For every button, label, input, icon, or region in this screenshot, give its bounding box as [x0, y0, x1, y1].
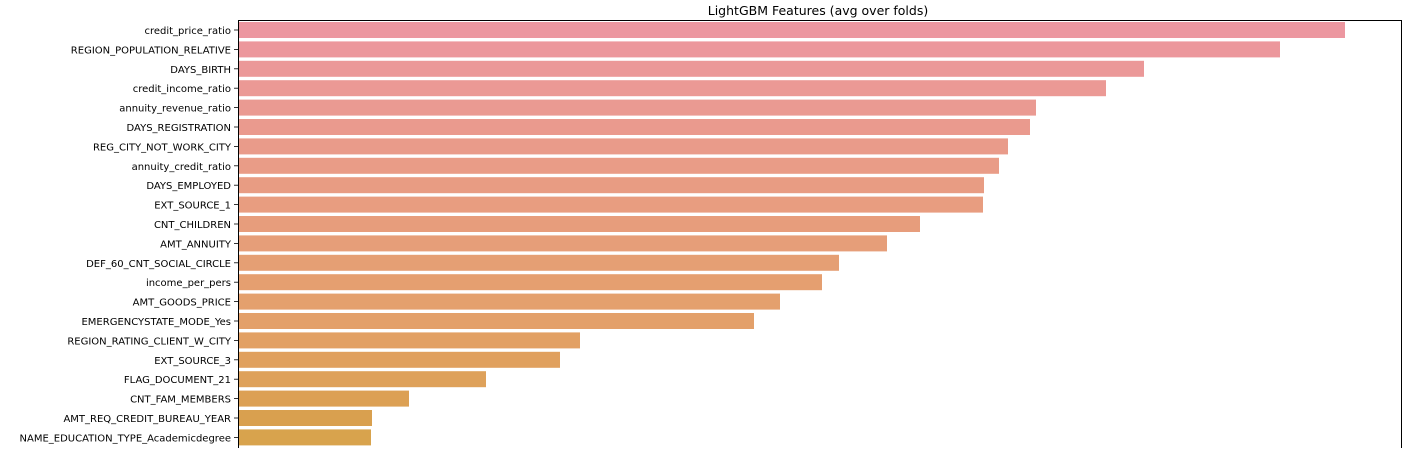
- bar-credit-income-ratio: [239, 80, 1106, 97]
- y-tick-label: NAME_EDUCATION_TYPE_Academicdegree: [20, 433, 231, 444]
- y-tick-label: AMT_ANNUITY: [160, 239, 232, 250]
- y-tick-label: CNT_CHILDREN: [154, 220, 231, 231]
- y-tick-label: income_per_pers: [146, 278, 231, 289]
- bar-ext-source-3: [239, 351, 560, 368]
- bar-region-population-relative: [239, 41, 1280, 58]
- bar-credit-price-ratio: [239, 22, 1345, 38]
- y-tick-label: REGION_POPULATION_RELATIVE: [71, 45, 231, 56]
- bars-layer: [239, 22, 1345, 446]
- chart-title: LightGBM Features (avg over folds): [708, 3, 928, 18]
- y-tick-label: EMERGENCYSTATE_MODE_Yes: [81, 317, 231, 328]
- y-tick-label: annuity_credit_ratio: [132, 162, 231, 173]
- y-tick-label: DAYS_REGISTRATION: [127, 123, 231, 134]
- y-tick-label: REG_CITY_NOT_WORK_CITY: [93, 142, 232, 153]
- y-tick-label: CNT_FAM_MEMBERS: [130, 395, 231, 406]
- y-tick-label: credit_income_ratio: [133, 84, 231, 95]
- y-tick-label: annuity_revenue_ratio: [119, 104, 231, 115]
- bar-amt-req-credit-bureau-year: [239, 410, 372, 426]
- bar-region-rating-client-w-city: [239, 332, 580, 349]
- y-tick-label: credit_price_ratio: [144, 26, 231, 37]
- bar-cnt-children: [239, 216, 920, 232]
- bar-def-60-cnt-social-circle: [239, 254, 839, 271]
- y-tick-label: EXT_SOURCE_3: [154, 356, 231, 367]
- bar-days-registration: [239, 119, 1030, 135]
- y-tick-label: REGION_RATING_CLIENT_W_CITY: [67, 336, 232, 347]
- bar-reg-city-not-work-city: [239, 138, 1008, 155]
- bar-ext-source-1: [239, 196, 983, 213]
- y-tick-label: AMT_GOODS_PRICE: [133, 298, 231, 309]
- bar-amt-goods-price: [239, 293, 780, 310]
- bar-amt-annuity: [239, 235, 887, 252]
- bar-income-per-pers: [239, 274, 822, 291]
- bar-flag-document-21: [239, 371, 486, 388]
- axes-frame: [238, 20, 1402, 452]
- bar-days-birth: [239, 60, 1144, 77]
- y-tick-label: DAYS_BIRTH: [170, 65, 231, 76]
- y-tick-label: FLAG_DOCUMENT_21: [124, 375, 231, 386]
- bar-cnt-fam-members: [239, 390, 409, 407]
- y-tick-label: EXT_SOURCE_1: [154, 201, 231, 212]
- bar-name-education-type-academicdegree: [239, 429, 371, 446]
- y-tick-label: AMT_REQ_CREDIT_BUREAU_YEAR: [63, 414, 231, 425]
- bar-annuity-revenue-ratio: [239, 99, 1036, 116]
- bar-days-employed: [239, 177, 984, 194]
- category-labels: credit_price_ratio REGION_POPULATION_RELA…: [20, 26, 239, 444]
- y-tick-label: DAYS_EMPLOYED: [146, 181, 231, 192]
- bar-annuity-credit-ratio: [239, 157, 999, 174]
- bar-emergencystate-mode-yes: [239, 313, 754, 329]
- y-tick-label: DEF_60_CNT_SOCIAL_CIRCLE: [86, 259, 231, 270]
